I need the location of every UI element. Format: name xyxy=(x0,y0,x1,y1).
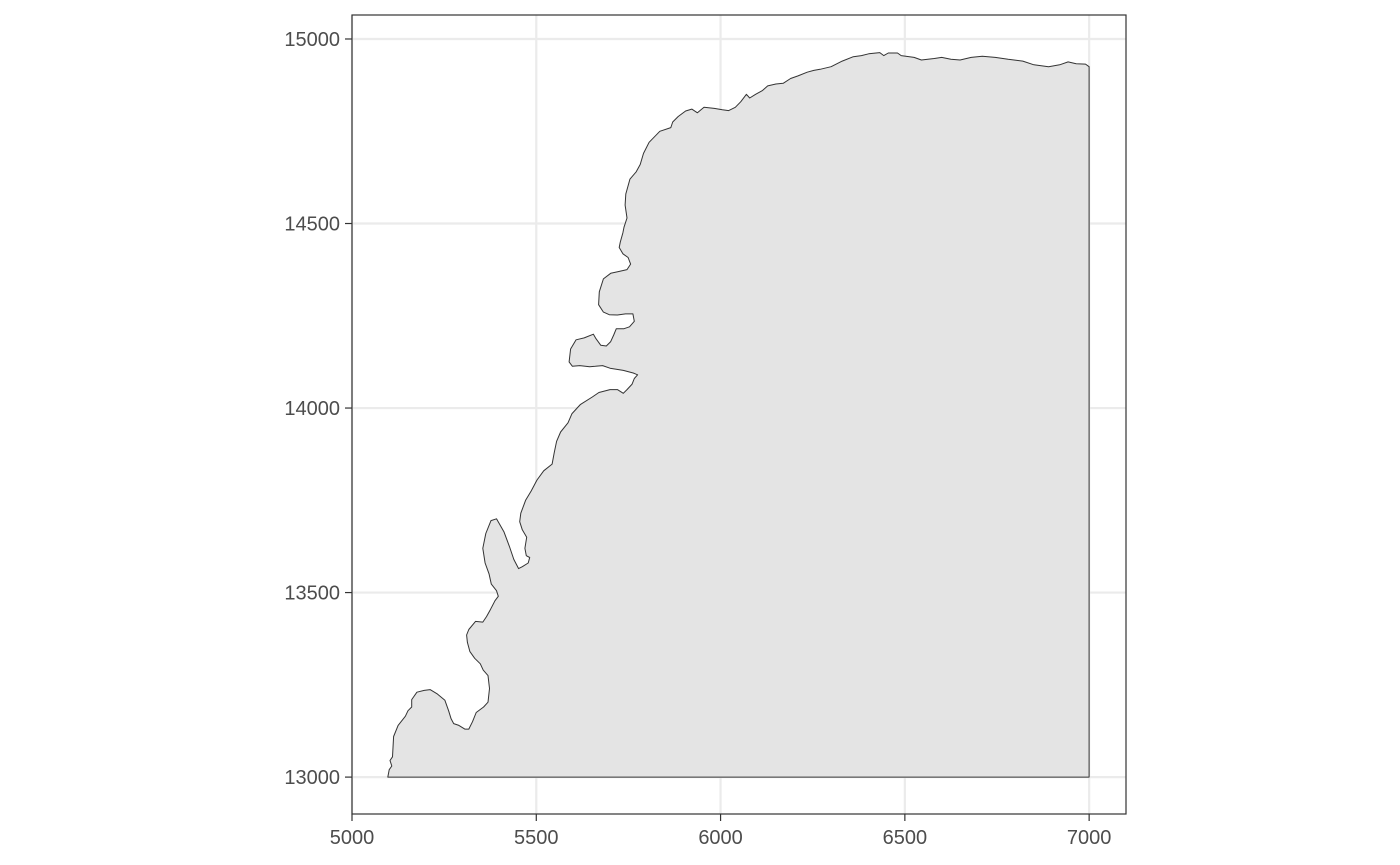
x-tick-label: 6000 xyxy=(698,827,743,849)
y-tick-label: 15000 xyxy=(284,29,340,51)
y-tick-label: 13000 xyxy=(284,767,340,789)
x-tick-label: 6500 xyxy=(883,827,928,849)
y-tick-label: 13500 xyxy=(284,583,340,605)
land-polygon xyxy=(387,52,1090,778)
panel-border xyxy=(351,14,1127,815)
x-tick-label: 5000 xyxy=(330,827,375,849)
axes: 5000 5500 6000 6500 7000 13000 13500 14000 14500… xyxy=(284,29,1111,849)
map-layer xyxy=(387,52,1090,778)
x-tick-label: 5500 xyxy=(514,827,559,849)
y-tick-label: 14000 xyxy=(284,398,340,420)
x-tick-label: 7000 xyxy=(1067,827,1112,849)
y-tick-label: 14500 xyxy=(284,214,340,236)
